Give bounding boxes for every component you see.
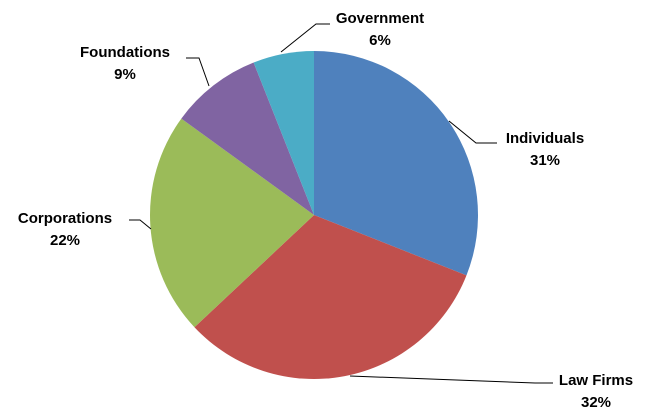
leader-line-individuals [448,120,497,144]
pie-slices [149,51,478,379]
slice-labels: Individuals 31% Law Firms 32% Corporations 22… [18,10,633,411]
slice-value-government: 6% [369,32,391,49]
slice-label-government: Government [336,10,424,27]
slice-label-foundations: Foundations [80,44,170,61]
leader-line-foundations [186,57,210,87]
pie-slice-foundations [181,62,314,215]
pie-slice-corporations [149,118,314,328]
slice-value-foundations: 9% [114,66,136,83]
pie-slice-government [253,51,314,215]
slice-label-individuals: Individuals [506,130,584,147]
leader-line-corporations [129,219,152,230]
leader-lines [129,23,553,384]
slice-label-corporations: Corporations [18,210,112,227]
slice-value-law-firms: 32% [581,394,611,411]
leader-line-government [280,23,330,53]
slice-value-individuals: 31% [530,152,560,169]
leader-line-law-firms [349,375,553,384]
slice-value-corporations: 22% [50,232,80,249]
slice-label-law-firms: Law Firms [559,372,633,389]
pie-slice-law-firms [194,215,467,379]
pie-slice-individuals [314,51,478,276]
